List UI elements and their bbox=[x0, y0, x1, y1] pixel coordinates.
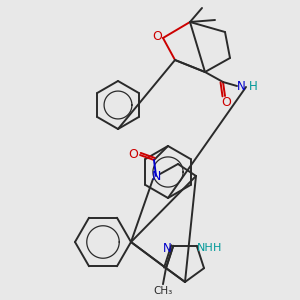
Text: N: N bbox=[237, 80, 245, 94]
Text: O: O bbox=[152, 31, 162, 44]
Text: N: N bbox=[163, 242, 172, 255]
Text: H: H bbox=[213, 243, 221, 253]
Text: H: H bbox=[249, 80, 257, 94]
Text: N: N bbox=[151, 170, 161, 184]
Text: CH₃: CH₃ bbox=[153, 286, 172, 296]
Text: O: O bbox=[128, 148, 138, 160]
Text: O: O bbox=[221, 97, 231, 110]
Text: NH: NH bbox=[196, 243, 213, 253]
